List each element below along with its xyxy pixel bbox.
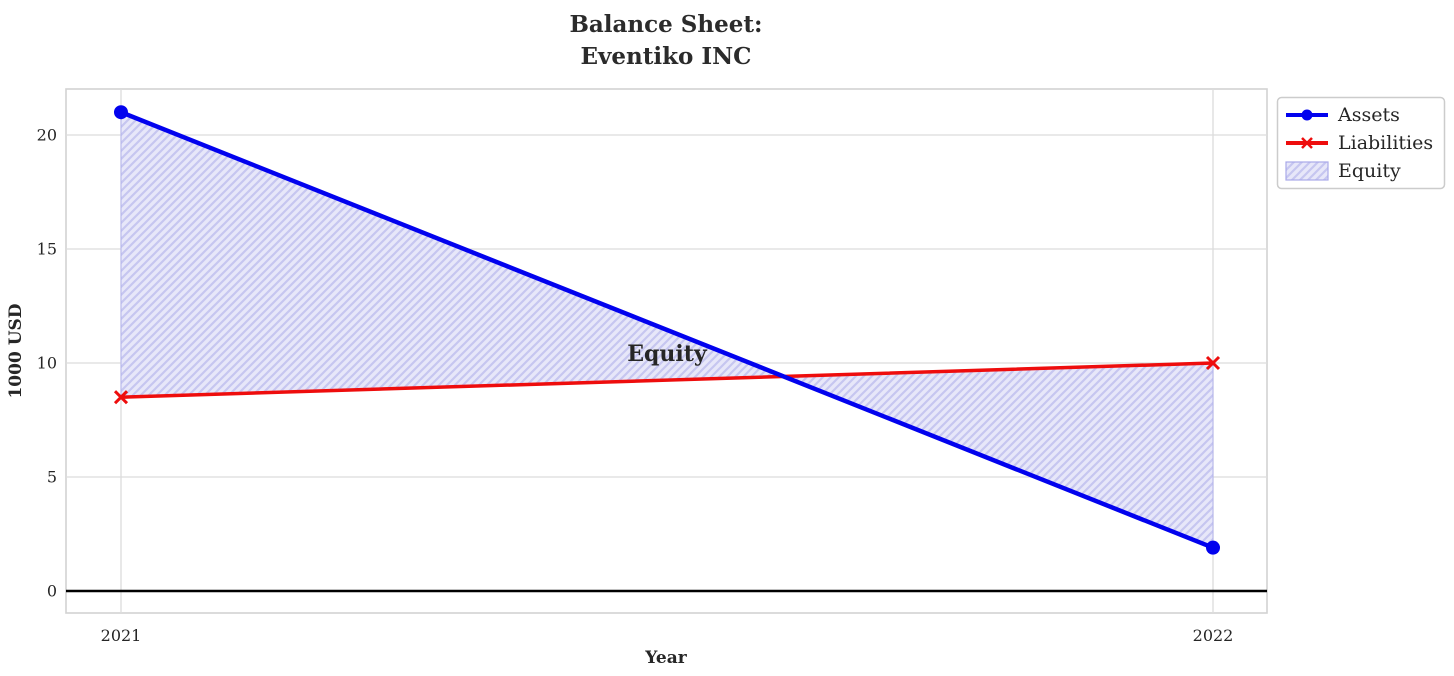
x-axis-label: Year <box>644 648 687 668</box>
legend-item-liabilities: Liabilities <box>1286 132 1433 154</box>
y-axis-label: 1000 USD <box>6 303 26 398</box>
legend-item-equity: Equity <box>1285 160 1401 182</box>
y-tick-label: 20 <box>37 126 57 145</box>
series-marker-assets <box>114 105 128 120</box>
y-tick-label: 15 <box>37 240 57 259</box>
series-marker-liabilities <box>113 390 129 405</box>
plot-frame <box>65 88 1268 614</box>
x-tick-label: 2021 <box>101 626 142 645</box>
x-tick-label: 2022 <box>1193 626 1234 645</box>
series-line-assets <box>118 109 1216 550</box>
chart-title-line1: Balance Sheet: <box>569 11 762 38</box>
chart-title-line2: Eventiko INC <box>581 43 752 70</box>
legend-label-equity: Equity <box>1338 160 1401 182</box>
legend: Assets Liabilities Equity <box>1276 96 1446 190</box>
series-marker-liabilities <box>1205 355 1221 371</box>
legend-label-assets: Assets <box>1337 104 1400 126</box>
equity-swatch-icon <box>1285 161 1329 181</box>
data-series <box>113 105 1221 555</box>
assets-marker-icon <box>1301 109 1313 121</box>
legend-label-liabilities: Liabilities <box>1338 132 1433 154</box>
liabilities-x-marker-icon <box>1301 137 1313 149</box>
y-tick-label: 0 <box>47 582 57 601</box>
series-line-liabilities <box>119 361 1215 399</box>
tick-labels: 0 5 10 15 20 2021 2022 <box>37 126 1234 646</box>
series-marker-assets <box>1206 540 1220 555</box>
y-tick-label: 5 <box>47 468 57 487</box>
y-tick-label: 10 <box>37 354 57 373</box>
equity-annotation: Equity <box>627 341 708 367</box>
legend-item-assets: Assets <box>1286 104 1400 126</box>
